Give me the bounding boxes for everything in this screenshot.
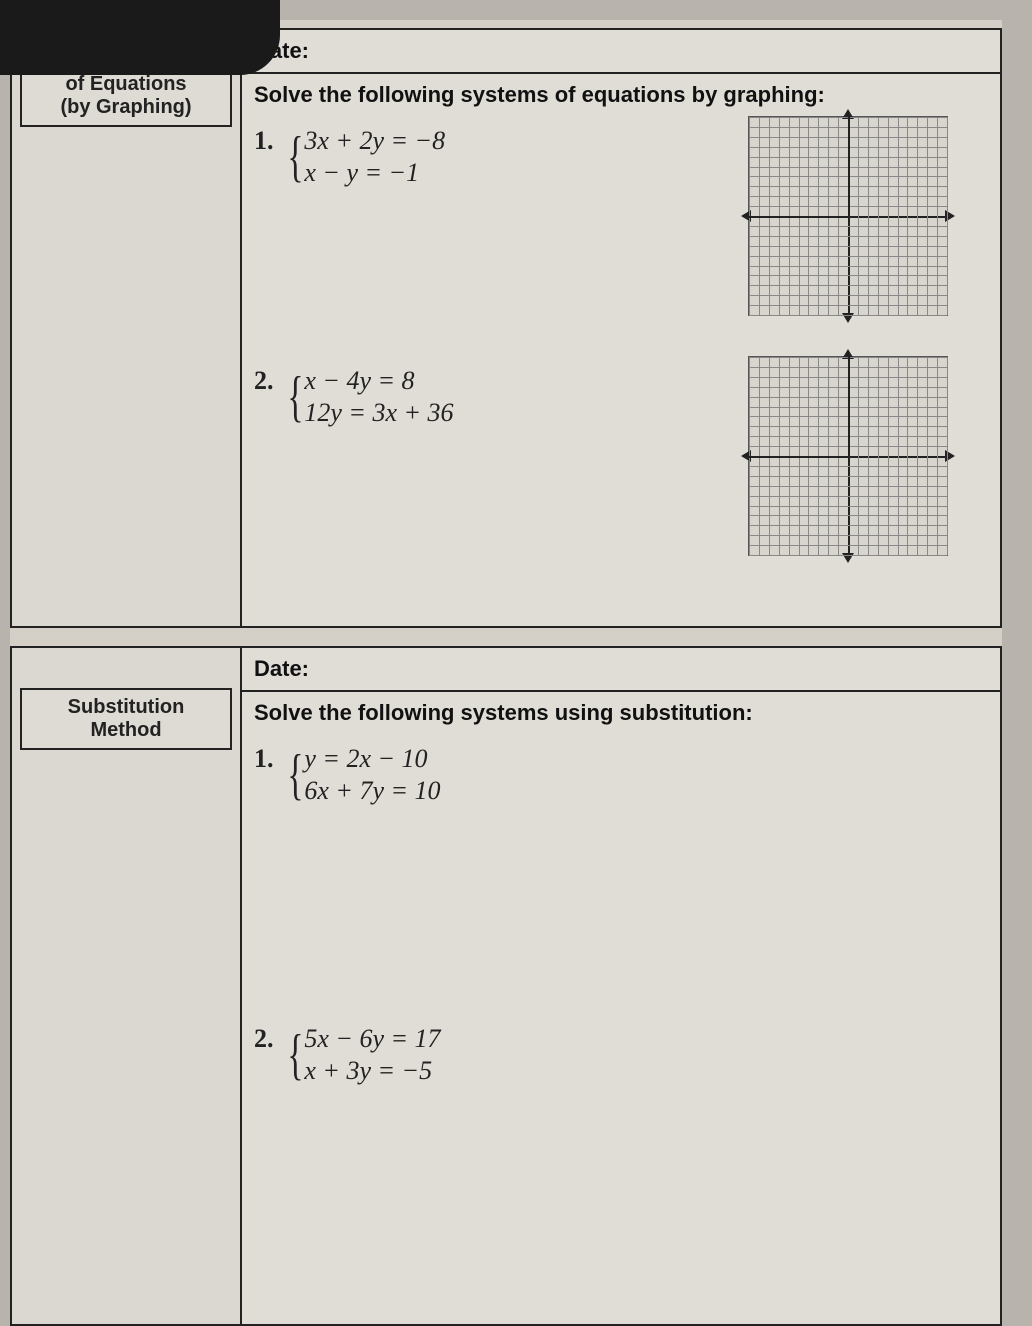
date-row: Date:	[242, 30, 1000, 74]
topic-line: (by Graphing)	[30, 96, 222, 119]
problem-number: 2.	[254, 366, 274, 396]
equation-lines: x − 4y = 8 12y = 3x + 36	[304, 366, 453, 428]
brace-icon: {	[287, 133, 303, 181]
equation-block: 2. { x − 4y = 8 12y = 3x + 36	[254, 356, 454, 428]
brace-icon: {	[287, 751, 303, 799]
topic-line: of Equations	[30, 73, 222, 96]
coordinate-grid	[748, 116, 948, 316]
brace-group: { y = 2x − 10 6x + 7y = 10	[282, 744, 441, 806]
grid-holder	[748, 116, 948, 316]
topic-line: Method	[30, 719, 222, 742]
equation: x − 4y = 8	[304, 366, 453, 396]
equation-lines: 5x − 6y = 17 x + 3y = −5	[304, 1024, 440, 1086]
grid-holder	[748, 356, 948, 556]
equation: 12y = 3x + 36	[304, 398, 453, 428]
equation: 3x + 2y = −8	[304, 126, 445, 156]
left-column-substitution: Substitution Method	[12, 648, 242, 1324]
right-column-graphing: Date: Solve the following systems of equ…	[242, 30, 1000, 626]
equation-lines: y = 2x − 10 6x + 7y = 10	[304, 744, 440, 806]
problem-number: 1.	[254, 126, 274, 156]
brace-group: { 5x − 6y = 17 x + 3y = −5	[282, 1024, 441, 1086]
photo-dark-corner	[0, 0, 280, 75]
worksheet-page: olving Systems of Equations (by Graphing…	[10, 20, 1002, 1210]
equation-block: 1. { y = 2x − 10 6x + 7y = 10	[254, 734, 441, 806]
problem-row: 1. { y = 2x − 10 6x + 7y = 10	[254, 734, 988, 994]
equation: x + 3y = −5	[304, 1056, 440, 1086]
problem-number: 2.	[254, 1024, 274, 1054]
coordinate-grid	[748, 356, 948, 556]
equation-block: 2. { 5x − 6y = 17 x + 3y = −5	[254, 1014, 441, 1086]
topic-box-substitution: Substitution Method	[20, 688, 232, 750]
problem-row: 1. { 3x + 2y = −8 x − y = −1	[254, 116, 988, 336]
left-column-graphing: olving Systems of Equations (by Graphing…	[12, 30, 242, 626]
equation: 5x − 6y = 17	[304, 1024, 440, 1054]
content-area-substitution: 1. { y = 2x − 10 6x + 7y = 10 2.	[242, 730, 1000, 1324]
content-area-graphing: 1. { 3x + 2y = −8 x − y = −1	[242, 112, 1000, 626]
date-row: Date:	[242, 648, 1000, 692]
instruction-text: Solve the following systems using substi…	[242, 692, 1000, 730]
equation: x − y = −1	[304, 158, 445, 188]
equation: 6x + 7y = 10	[304, 776, 440, 806]
topic-line: Substitution	[30, 696, 222, 719]
problem-row: 2. { x − 4y = 8 12y = 3x + 36	[254, 356, 988, 576]
equation-lines: 3x + 2y = −8 x − y = −1	[304, 126, 445, 188]
brace-group: { x − 4y = 8 12y = 3x + 36	[282, 366, 454, 428]
brace-icon: {	[287, 373, 303, 421]
section-graphing: olving Systems of Equations (by Graphing…	[10, 28, 1002, 628]
brace-icon: {	[287, 1031, 303, 1079]
problem-row: 2. { 5x − 6y = 17 x + 3y = −5	[254, 1014, 988, 1274]
equation: y = 2x − 10	[304, 744, 440, 774]
brace-group: { 3x + 2y = −8 x − y = −1	[282, 126, 446, 188]
equation-block: 1. { 3x + 2y = −8 x − y = −1	[254, 116, 445, 188]
section-substitution: Substitution Method Date: Solve the foll…	[10, 646, 1002, 1326]
instruction-text: Solve the following systems of equations…	[242, 74, 1000, 112]
problem-number: 1.	[254, 744, 274, 774]
right-column-substitution: Date: Solve the following systems using …	[242, 648, 1000, 1324]
